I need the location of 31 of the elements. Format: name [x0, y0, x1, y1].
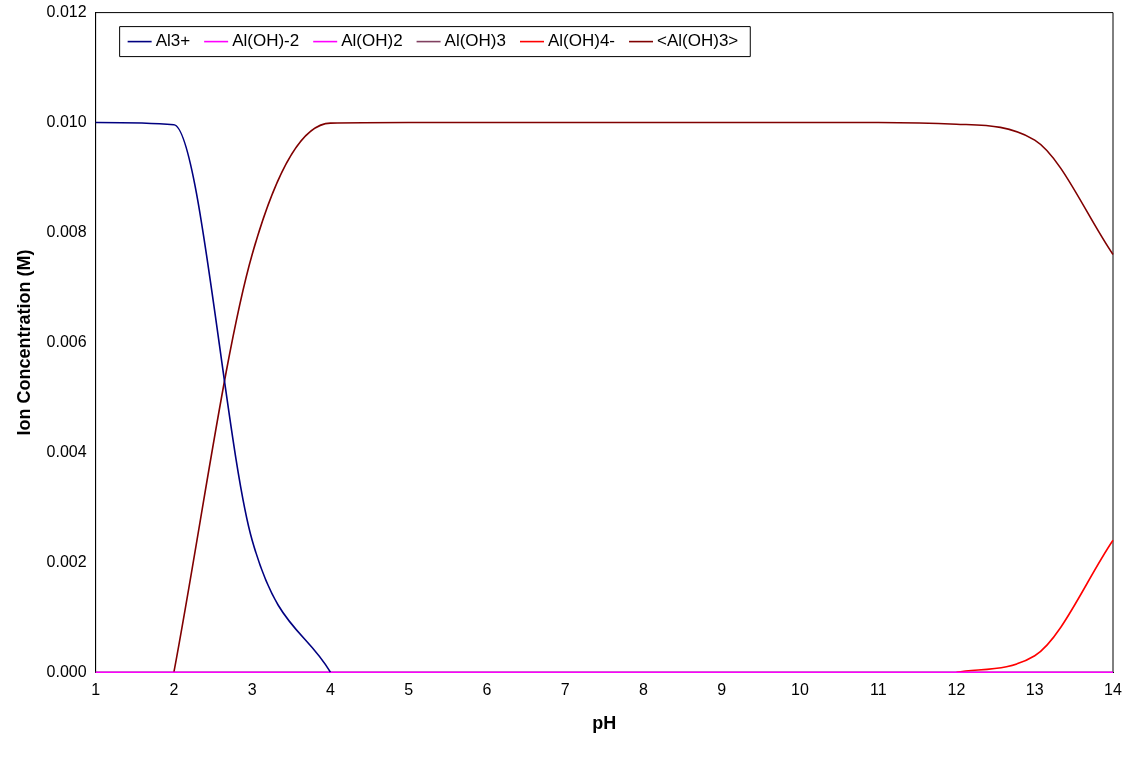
x-tick-label: 5 [404, 681, 414, 699]
x-tick-label: 13 [1025, 681, 1044, 699]
legend-label: Al(OH)-2 [232, 31, 300, 51]
y-tick-label: 0.000 [46, 662, 87, 680]
x-tick-label: 10 [791, 681, 809, 699]
x-tick-label: 9 [717, 681, 727, 699]
x-tick-label: 7 [560, 681, 570, 699]
y-tick-label: 0.008 [46, 222, 87, 240]
legend-label: Al(OH)4- [547, 31, 616, 51]
x-tick-label: 1 [91, 681, 101, 699]
line-series [94, 121, 332, 673]
y-tick-label: 0.002 [46, 552, 87, 570]
x-tick-label: 3 [247, 681, 257, 699]
line-series [173, 121, 1114, 673]
x-tick-label: 6 [482, 681, 492, 699]
x-tick-label: 4 [325, 681, 335, 699]
y-tick-label: 0.012 [46, 3, 87, 21]
x-tick-label: 2 [169, 681, 179, 699]
legend-label: <Al(OH)3> [657, 31, 739, 51]
legend-label: Al3+ [155, 31, 191, 51]
x-tick-label: 14 [1104, 681, 1122, 699]
y-tick-label: 0.010 [46, 112, 87, 130]
y-tick-label: 0.004 [46, 442, 87, 460]
x-axis-title: pH [592, 713, 617, 734]
y-axis-title: Ion Concentration (M) [13, 249, 34, 436]
y-tick-label: 0.006 [46, 332, 87, 350]
legend-label: Al(OH)3 [444, 31, 506, 51]
x-tick-label: 11 [869, 681, 887, 699]
x-tick-label: 8 [639, 681, 648, 699]
x-tick-label: 12 [947, 681, 966, 699]
legend-label: Al(OH)2 [341, 31, 403, 51]
